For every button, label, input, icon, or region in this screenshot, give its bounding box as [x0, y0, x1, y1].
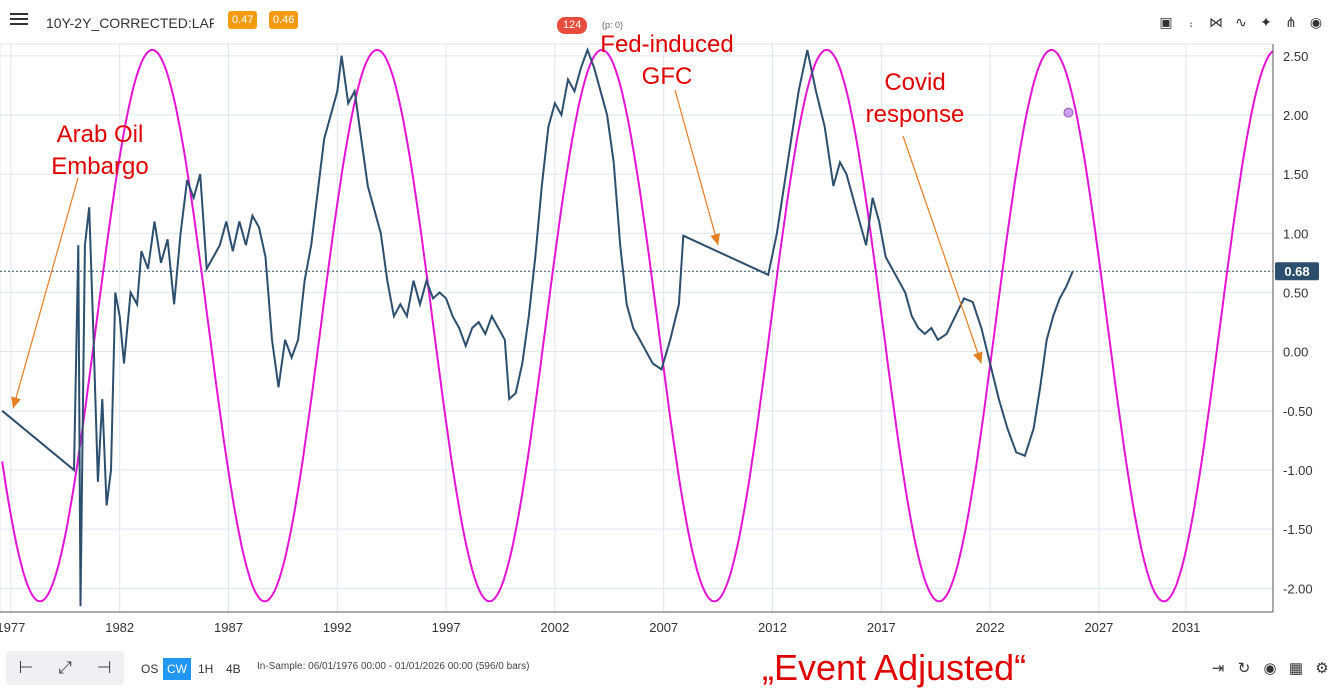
chart-annotations: Arab Oil Embargo Fed-induced GFC Covid respon… — [11, 31, 983, 409]
x-tick-label: 2027 — [1084, 620, 1113, 635]
annotation-arrow — [902, 135, 982, 364]
in-sample-info: In-Sample: 06/01/1976 00:00 - 01/01/2026… — [257, 661, 530, 672]
value-badge: 0.46 — [269, 11, 299, 29]
menu-icon[interactable] — [8, 10, 30, 30]
y-tick-label: -1.00 — [1283, 463, 1313, 478]
y-tick-label: 2.50 — [1283, 49, 1308, 64]
cycle-series-line — [1, 48, 1274, 603]
y-tick-label: -0.50 — [1283, 404, 1313, 419]
annotation-arrowhead — [11, 396, 21, 409]
annotation-text: Embargo — [51, 153, 148, 180]
x-tick-label: 2022 — [976, 620, 1005, 635]
footer-bar: ⊢ ⤢ ⊣ OS CW 1H 4B In-Sample: 06/01/1976 … — [0, 646, 1338, 693]
timeframe-1h[interactable]: 1H — [198, 662, 214, 676]
counter-badge[interactable]: 124 — [557, 17, 588, 34]
spread-series-line — [1, 47, 1074, 607]
y-tick-label: 1.00 — [1283, 226, 1308, 241]
branch-icon[interactable]: ⋔ — [1285, 14, 1297, 30]
counter-subtext: (p: 0) — [602, 20, 624, 30]
x-tick-label: 1977 — [0, 620, 25, 635]
x-tick-label: 1992 — [323, 620, 352, 635]
y-tick-label: -2.00 — [1283, 581, 1313, 596]
trend-icon[interactable]: ∿ — [1235, 14, 1247, 30]
current-value-label: 0.68 — [1284, 264, 1309, 279]
chart-series — [0, 47, 1274, 607]
x-tick-label: 2002 — [540, 620, 569, 635]
y-tick-label: 1.50 — [1283, 167, 1308, 182]
pin-icon[interactable]: ⨾ — [1189, 14, 1193, 30]
annotation-text: GFC — [642, 63, 693, 90]
value-badge: 0.47 — [228, 11, 258, 29]
event-adjusted-label: „Event Adjusted“ — [762, 647, 1027, 688]
cycle-marker — [1063, 107, 1074, 118]
x-tick-label: 1987 — [214, 620, 243, 635]
x-tick-label: 2017 — [867, 620, 896, 635]
toolbar: ▣ ⨾ ⋈ ∿ ✦ ⋔ ◉ — [1158, 14, 1324, 30]
annotation-text: response — [866, 101, 965, 128]
save-icon[interactable]: ▣ — [1159, 14, 1173, 30]
plot-frame — [0, 43, 1274, 613]
y-tick-label: 0.50 — [1283, 286, 1308, 301]
annotation-arrow — [674, 89, 719, 246]
settings-icon[interactable]: ⚙ — [1315, 660, 1329, 677]
refresh-icon[interactable]: ↻ — [1237, 660, 1251, 677]
timeframe-4b[interactable]: 4B — [226, 662, 241, 676]
annotation-text: Fed-induced — [600, 31, 733, 58]
expand-icon[interactable]: ⤢ — [58, 658, 72, 677]
eye-icon[interactable]: ◉ — [1263, 660, 1277, 677]
annotation-arrowhead — [710, 233, 720, 246]
magic-wand-icon[interactable]: ✦ — [1260, 14, 1272, 30]
header-bar: 10Y-2Y_CORRECTED:LAF 0.47 0.46 124 (p: 0… — [0, 0, 1338, 44]
chart-grid — [0, 43, 1274, 613]
x-tick-label: 1982 — [105, 620, 134, 635]
x-tick-label: 2007 — [649, 620, 678, 635]
indent-icon[interactable]: ⇥ — [1211, 660, 1225, 677]
annotation-arrow — [12, 177, 79, 409]
y-tick-label: -1.50 — [1283, 522, 1313, 537]
y-tick-label: 2.00 — [1283, 108, 1308, 123]
annotation-arrowhead — [973, 351, 983, 364]
align-right-icon[interactable]: ⊣ — [96, 658, 112, 677]
chart-axes: 1977 1982 1987 1992 1997 2002 2007 2012 2017 2022… — [0, 44, 1319, 635]
align-left-icon[interactable]: ⊢ — [18, 658, 34, 677]
shrink-icon[interactable]: ⋈ — [1209, 14, 1223, 30]
tool-group: ⊢ ⤢ ⊣ — [6, 651, 124, 685]
annotation-text: Arab Oil — [57, 121, 144, 148]
x-tick-label: 2012 — [758, 620, 787, 635]
grid-icon[interactable]: ▦ — [1288, 660, 1304, 677]
footer-icons: ⇥ ↻ ◉ ▦ ⚙ — [1210, 659, 1330, 677]
x-tick-label: 1997 — [432, 620, 461, 635]
symbol-name[interactable]: 10Y-2Y_CORRECTED:LAF — [46, 15, 214, 31]
timeframe-cw[interactable]: CW — [163, 658, 191, 680]
x-tick-label: 2031 — [1171, 620, 1200, 635]
timeframe-os[interactable]: OS — [141, 662, 159, 676]
eye-icon[interactable]: ◉ — [1309, 14, 1323, 30]
y-tick-label: 0.00 — [1283, 345, 1308, 360]
current-value-box — [1275, 262, 1319, 281]
annotation-text: Covid — [884, 69, 945, 96]
